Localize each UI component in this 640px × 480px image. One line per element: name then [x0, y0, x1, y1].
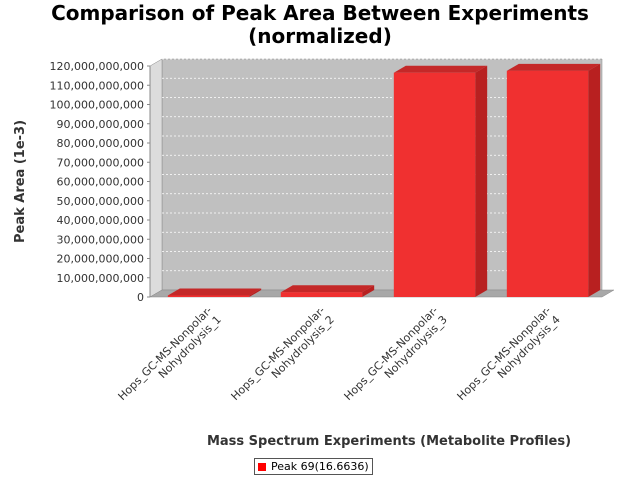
y-tick-label: 90,000,000,000	[57, 118, 144, 131]
chart-title: Comparison of Peak Area Between Experime…	[0, 2, 640, 48]
bar-top	[393, 65, 488, 73]
x-axis-label: Mass Spectrum Experiments (Metabolite Pr…	[207, 434, 571, 449]
y-tick-label: 0	[137, 291, 144, 304]
y-tick-label: 80,000,000,000	[57, 137, 144, 150]
y-tick-label: 50,000,000,000	[57, 195, 144, 208]
y-tick-label: 40,000,000,000	[57, 214, 144, 227]
y-tick-label: 100,000,000,000	[50, 99, 144, 112]
bar-top	[280, 285, 375, 293]
y-tick-label: 70,000,000,000	[57, 156, 144, 169]
x-tick-label: Hops_GC-MS-Nonpolar-Nohydrolysis_4	[455, 304, 563, 412]
bar	[280, 285, 375, 297]
x-tick-label: Hops_GC-MS-Nonpolar-Nohydrolysis_3	[342, 304, 450, 412]
legend-label: Peak 69(16.6636)	[271, 460, 369, 473]
bar-front	[506, 70, 589, 297]
bar-top	[506, 63, 601, 71]
y-tick-label: 30,000,000,000	[57, 233, 144, 246]
y-tick-label: 60,000,000,000	[57, 176, 144, 189]
bar-side	[588, 63, 601, 297]
bar	[393, 65, 488, 297]
x-tick-label: Hops_GC-MS-Nonpolar-Nohydrolysis_2	[229, 304, 337, 412]
legend-swatch	[258, 462, 266, 471]
bar-side	[475, 65, 488, 297]
plot-left-wall	[149, 58, 163, 298]
y-tick-label: 20,000,000,000	[57, 253, 144, 266]
bar	[167, 288, 262, 297]
bar-top	[167, 288, 262, 296]
chart-title-line2: (normalized)	[248, 24, 392, 48]
y-tick-label: 10,000,000,000	[57, 272, 144, 285]
bar	[506, 63, 601, 297]
bar-side	[249, 288, 262, 297]
bar-front	[393, 72, 476, 297]
y-tick-label: 110,000,000,000	[50, 79, 144, 92]
y-axis-label: Peak Area (1e-3)	[13, 120, 28, 243]
bar-front	[280, 292, 363, 297]
y-tick-label: 120,000,000,000	[50, 60, 144, 73]
bar-front	[167, 295, 250, 297]
chart-title-line1: Comparison of Peak Area Between Experime…	[51, 1, 589, 25]
x-tick-label: Hops_GC-MS-Nonpolar-Nohydrolysis_1	[116, 304, 224, 412]
bar-side	[362, 285, 375, 297]
legend: Peak 69(16.6636)	[254, 458, 373, 475]
